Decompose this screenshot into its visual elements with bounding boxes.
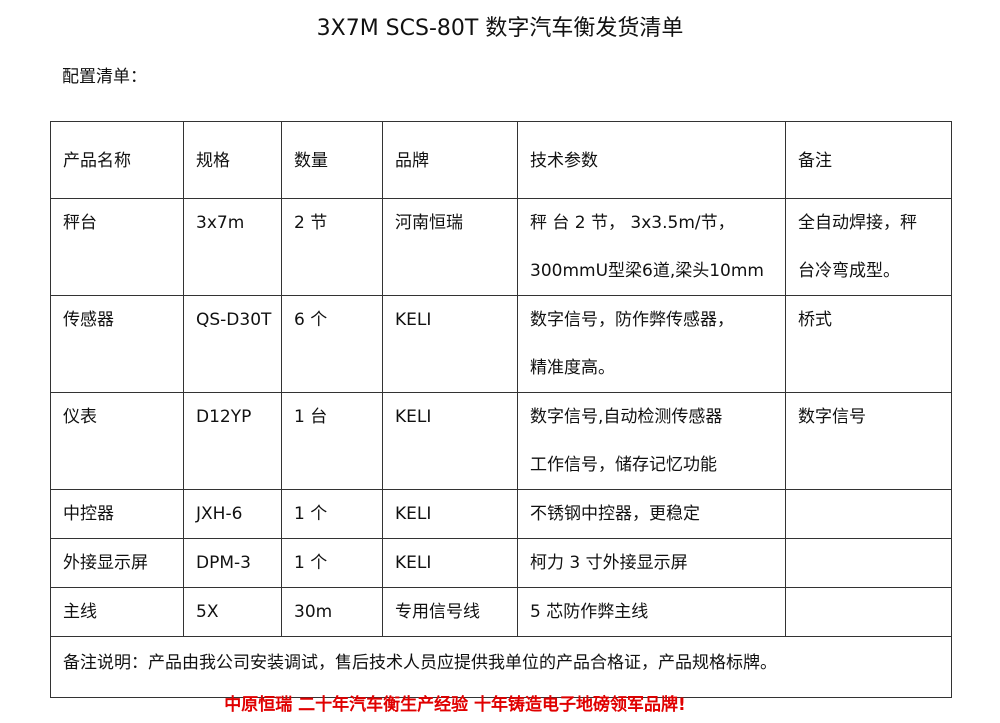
title: 3X7M SCS-80T 数字汽车衡发货清单 xyxy=(316,16,684,41)
table-cell: 数字信号,自动检测传感器 工作信号，储存记忆功能 xyxy=(517,392,786,490)
cell-line: 6 个 xyxy=(294,310,328,330)
cell-line: 30m xyxy=(294,602,333,622)
cell-line: 1 个 xyxy=(294,553,328,573)
cell-line: 300mmU型梁6道,梁头10mm xyxy=(530,261,764,281)
cell-line: 仪表 xyxy=(63,407,97,427)
table-cell: 外接显示屏 xyxy=(50,538,184,588)
table-cell: 1 台 xyxy=(281,392,383,490)
subtitle: 配置清单： xyxy=(62,67,147,87)
cell-line: 外接显示屏 xyxy=(63,553,148,573)
header-cell: 技术参数 xyxy=(517,121,786,199)
cell-line: 主线 xyxy=(63,602,97,622)
cell-line: 河南恒瑞 xyxy=(395,213,463,233)
table-row: 外接显示屏 DPM-3 1 个 KELI 柯力 3 寸外接显示屏 xyxy=(50,538,952,588)
cell-line: 专用信号线 xyxy=(395,602,480,622)
cell-line: QS-D30T xyxy=(196,310,272,330)
table-cell: 1 个 xyxy=(281,489,383,539)
cell-line: 传感器 xyxy=(63,310,114,330)
cell-line: KELI xyxy=(395,553,432,573)
cell-line: D12YP xyxy=(196,407,252,427)
table-cell: 传感器 xyxy=(50,295,184,393)
cell-line: 不锈钢中控器，更稳定 xyxy=(530,504,700,524)
table-cell xyxy=(785,489,952,539)
cell-line: KELI xyxy=(395,407,432,427)
header-cell: 备注 xyxy=(785,121,952,199)
cell-line: JXH-6 xyxy=(196,504,243,524)
header-row: 产品名称 规格 数量 品牌 技术参数 备注 xyxy=(50,121,952,199)
cell-line: 秤 台 2 节， 3x3.5m/节， xyxy=(530,213,735,233)
cell-line: 秤台 xyxy=(63,213,97,233)
table-cell: 全自动焊接，秤 台冷弯成型。 xyxy=(785,198,952,296)
cell-line: 中控器 xyxy=(63,504,114,524)
table-cell: KELI xyxy=(382,489,518,539)
table-cell: JXH-6 xyxy=(183,489,282,539)
table-cell: QS-D30T xyxy=(183,295,282,393)
cell-line: 工作信号，储存记忆功能 xyxy=(530,455,717,475)
table-cell: 仪表 xyxy=(50,392,184,490)
table-cell: 数字信号 xyxy=(785,392,952,490)
table-row: 秤台 3x7m 2 节 河南恒瑞 秤 台 2 节， 3x3.5m/节， 300mmU型梁6… xyxy=(50,198,952,296)
cell-line: 数字信号 xyxy=(798,407,866,427)
table-cell: KELI xyxy=(382,295,518,393)
header-cell: 规格 xyxy=(183,121,282,199)
table-row: 主线 5X 30m 专用信号线 5 芯防作弊主线 xyxy=(50,587,952,637)
table-cell: 5X xyxy=(183,587,282,637)
cell-line: 1 台 xyxy=(294,407,328,427)
table-cell: KELI xyxy=(382,538,518,588)
header-cell: 数量 xyxy=(281,121,383,199)
table-cell: KELI xyxy=(382,392,518,490)
table-cell: DPM-3 xyxy=(183,538,282,588)
cell-line: DPM-3 xyxy=(196,553,251,573)
table-row: 仪表 D12YP 1 台 KELI 数字信号,自动检测传感器 工作信号，储存记忆功能 数字信… xyxy=(50,392,952,490)
note-cell: 备注说明：产品由我公司安装调试，售后技术人员应提供我单位的产品合格证，产品规格标… xyxy=(50,636,952,698)
cell-line: 5X xyxy=(196,602,219,622)
cell-line: 桥式 xyxy=(798,310,832,330)
cell-line: 全自动焊接，秤 xyxy=(798,213,917,233)
cell-line: 2 节 xyxy=(294,213,328,233)
cell-line: 数字信号,自动检测传感器 xyxy=(530,407,723,427)
header-cell: 产品名称 xyxy=(50,121,184,199)
table-cell: 5 芯防作弊主线 xyxy=(517,587,786,637)
table-cell: 主线 xyxy=(50,587,184,637)
table-cell: 数字信号，防作弊传感器， 精准度高。 xyxy=(517,295,786,393)
table-cell xyxy=(785,538,952,588)
table-cell: 1 个 xyxy=(281,538,383,588)
table-cell xyxy=(785,587,952,637)
table-row: 传感器 QS-D30T 6 个 KELI 数字信号，防作弊传感器， 精准度高。 桥式 xyxy=(50,295,952,393)
cell-line: 5 芯防作弊主线 xyxy=(530,602,649,622)
table-cell: 桥式 xyxy=(785,295,952,393)
cell-line: KELI xyxy=(395,310,432,330)
cell-line: 台冷弯成型。 xyxy=(798,261,900,281)
table-cell: 30m xyxy=(281,587,383,637)
cell-line: 柯力 3 寸外接显示屏 xyxy=(530,553,688,573)
table-cell: 中控器 xyxy=(50,489,184,539)
cell-line: 3x7m xyxy=(196,213,245,233)
table-cell: 专用信号线 xyxy=(382,587,518,637)
table: 产品名称 规格 数量 品牌 技术参数 备注秤台 3x7m 2 节 河南恒瑞 秤 台 2 节， 3x… xyxy=(50,121,952,698)
table-cell: 3x7m xyxy=(183,198,282,296)
table-cell: 秤 台 2 节， 3x3.5m/节， 300mmU型梁6道,梁头10mm xyxy=(517,198,786,296)
footer-slogan: 中原恒瑞 二十年汽车衡生产经验 十年铸造电子地磅领军品牌! xyxy=(224,695,686,715)
table-cell: 2 节 xyxy=(281,198,383,296)
table-cell: 秤台 xyxy=(50,198,184,296)
cell-line: 1 个 xyxy=(294,504,328,524)
cell-line: 数字信号，防作弊传感器， xyxy=(530,310,734,330)
table-cell: D12YP xyxy=(183,392,282,490)
cell-line: KELI xyxy=(395,504,432,524)
table-cell: 河南恒瑞 xyxy=(382,198,518,296)
header-cell: 品牌 xyxy=(382,121,518,199)
table-cell: 柯力 3 寸外接显示屏 xyxy=(517,538,786,588)
table-cell: 不锈钢中控器，更稳定 xyxy=(517,489,786,539)
note-row: 备注说明：产品由我公司安装调试，售后技术人员应提供我单位的产品合格证，产品规格标… xyxy=(50,636,952,698)
table-row: 中控器 JXH-6 1 个 KELI 不锈钢中控器，更稳定 xyxy=(50,489,952,539)
cell-line: 精准度高。 xyxy=(530,358,615,378)
table-cell: 6 个 xyxy=(281,295,383,393)
